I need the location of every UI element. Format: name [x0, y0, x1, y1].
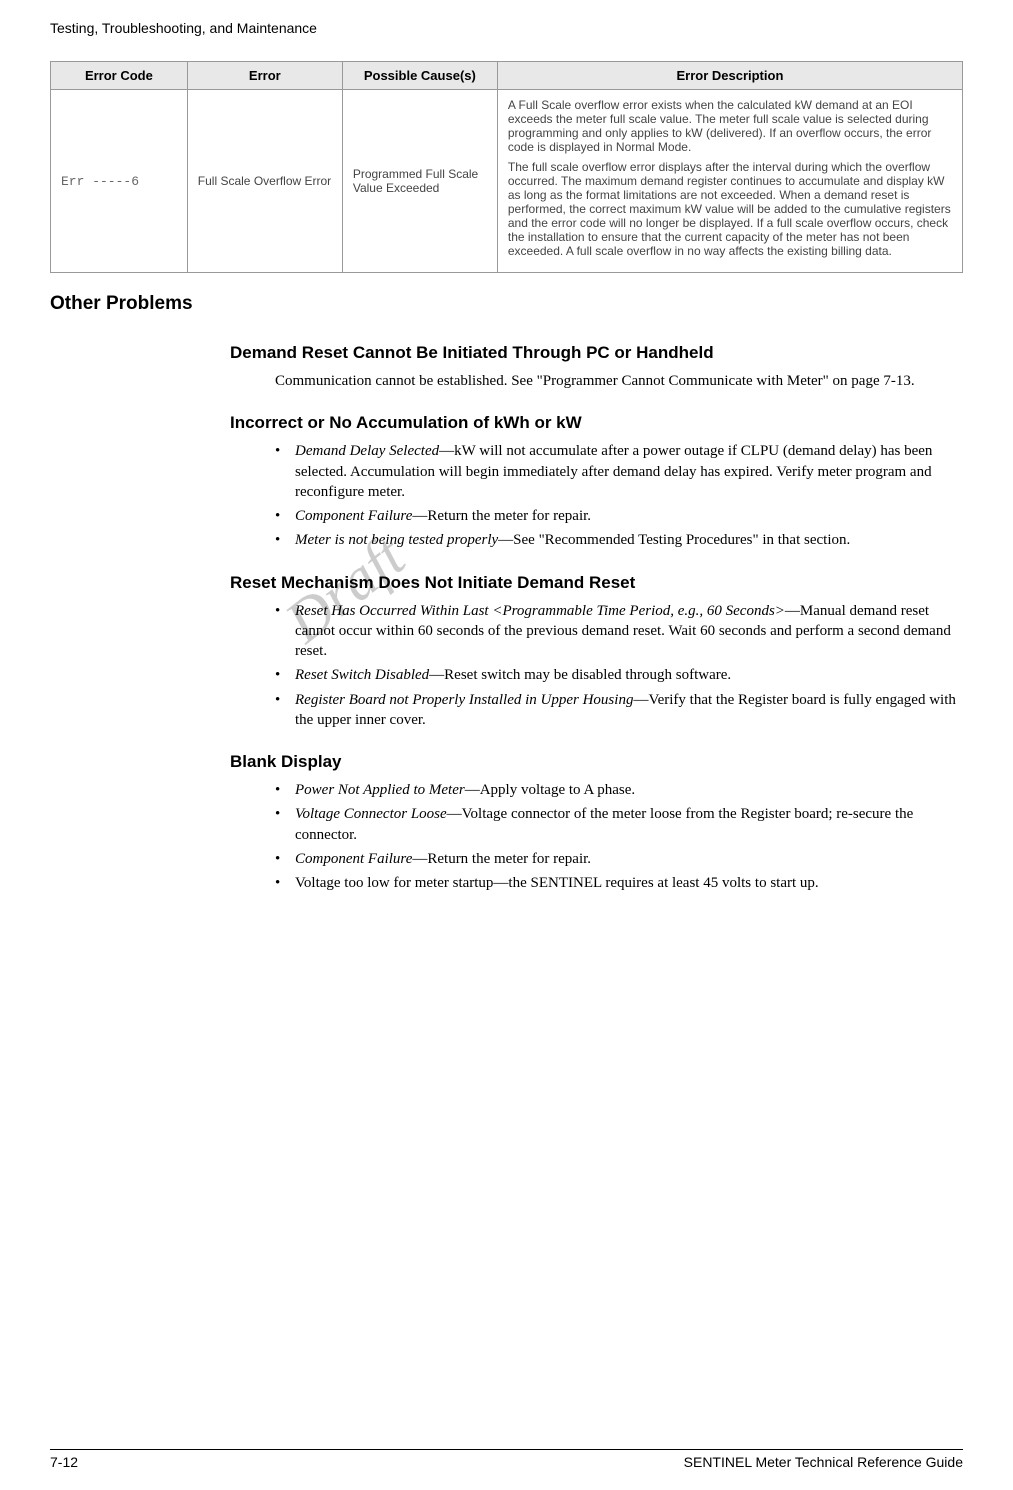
- list-item: Reset Has Occurred Within Last <Programm…: [275, 601, 963, 662]
- text: —Apply voltage to A phase.: [465, 782, 635, 798]
- desc-p1: A Full Scale overflow error exists when …: [508, 98, 952, 154]
- list-item: Reset Switch Disabled—Reset switch may b…: [275, 665, 963, 685]
- list-blank-display: Power Not Applied to Meter—Apply voltage…: [275, 780, 963, 893]
- cell-code: Err -----6: [51, 90, 188, 273]
- em: Voltage Connector Loose: [295, 806, 447, 822]
- list-item: Voltage Connector Loose—Voltage connecto…: [275, 804, 963, 845]
- cell-cause: Programmed Full Scale Value Exceeded: [342, 90, 497, 273]
- table-row: Err -----6 Full Scale Overflow Error Pro…: [51, 90, 963, 273]
- heading-demand-reset: Demand Reset Cannot Be Initiated Through…: [230, 343, 963, 363]
- th-error: Error: [187, 62, 342, 90]
- cell-desc: A Full Scale overflow error exists when …: [497, 90, 962, 273]
- list-item: Component Failure—Return the meter for r…: [275, 506, 963, 526]
- em: Power Not Applied to Meter: [295, 782, 465, 798]
- em: Reset Has Occurred Within Last <Programm…: [295, 603, 785, 619]
- text: Voltage too low for meter startup—the SE…: [295, 875, 819, 891]
- list-item: Meter is not being tested properly—See "…: [275, 530, 963, 550]
- cell-error: Full Scale Overflow Error: [187, 90, 342, 273]
- list-item: Register Board not Properly Installed in…: [275, 690, 963, 731]
- text: —Return the meter for repair.: [412, 508, 591, 524]
- footer: 7-12 SENTINEL Meter Technical Reference …: [50, 1449, 963, 1470]
- list-reset-mechanism: Reset Has Occurred Within Last <Programm…: [275, 601, 963, 731]
- list-item: Voltage too low for meter startup—the SE…: [275, 873, 963, 893]
- list-item: Power Not Applied to Meter—Apply voltage…: [275, 780, 963, 800]
- em: Meter is not being tested properly: [295, 532, 498, 548]
- em: Component Failure: [295, 508, 412, 524]
- em: Demand Delay Selected: [295, 443, 439, 459]
- th-error-code: Error Code: [51, 62, 188, 90]
- list-item: Component Failure—Return the meter for r…: [275, 849, 963, 869]
- para-demand-reset: Communication cannot be established. See…: [275, 371, 963, 391]
- text: —Reset switch may be disabled through so…: [429, 667, 731, 683]
- heading-other-problems: Other Problems: [50, 293, 963, 315]
- error-table: Error Code Error Possible Cause(s) Error…: [50, 61, 963, 273]
- page-number: 7-12: [50, 1454, 78, 1470]
- em: Component Failure: [295, 851, 412, 867]
- list-incorrect-accum: Demand Delay Selected—kW will not accumu…: [275, 441, 963, 550]
- heading-incorrect-accum: Incorrect or No Accumulation of kWh or k…: [230, 413, 963, 433]
- heading-blank-display: Blank Display: [230, 752, 963, 772]
- running-header: Testing, Troubleshooting, and Maintenanc…: [50, 20, 963, 36]
- footer-title: SENTINEL Meter Technical Reference Guide: [684, 1454, 963, 1470]
- em: Reset Switch Disabled: [295, 667, 429, 683]
- th-cause: Possible Cause(s): [342, 62, 497, 90]
- list-item: Demand Delay Selected—kW will not accumu…: [275, 441, 963, 502]
- desc-p2: The full scale overflow error displays a…: [508, 160, 952, 258]
- text: —See "Recommended Testing Procedures" in…: [498, 532, 850, 548]
- heading-reset-mechanism: Reset Mechanism Does Not Initiate Demand…: [230, 573, 963, 593]
- th-description: Error Description: [497, 62, 962, 90]
- text: —Return the meter for repair.: [412, 851, 591, 867]
- em: Register Board not Properly Installed in…: [295, 692, 633, 708]
